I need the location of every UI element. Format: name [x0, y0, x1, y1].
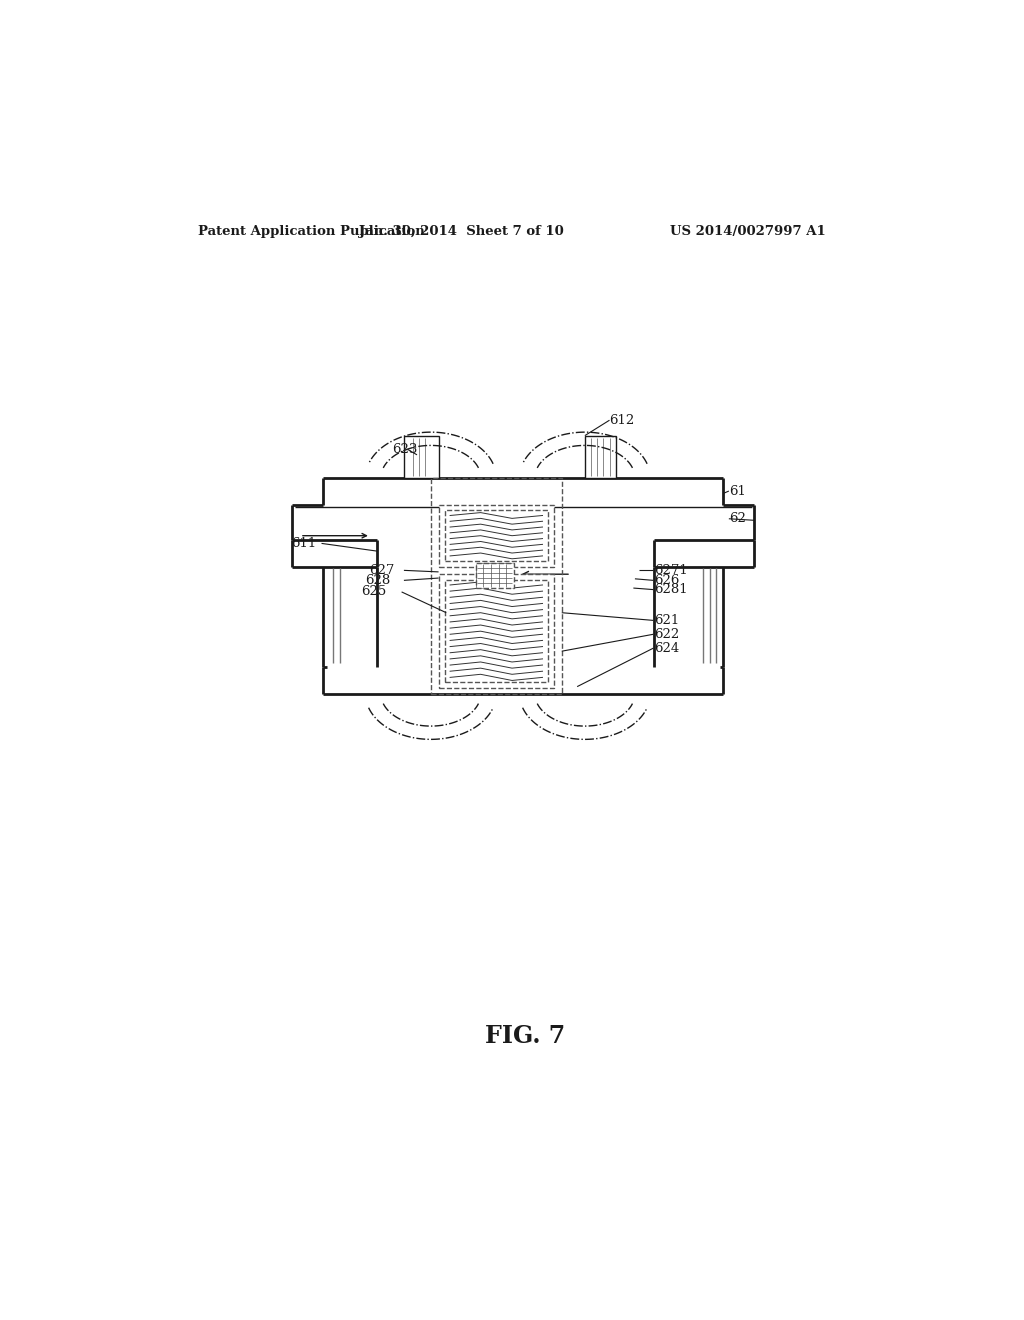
Text: 623: 623 [392, 444, 418, 455]
Text: 6281: 6281 [654, 583, 688, 597]
Text: 628: 628 [366, 574, 391, 587]
Text: FIG. 7: FIG. 7 [484, 1024, 565, 1048]
Bar [444, 511, 548, 561]
Text: 62: 62 [730, 512, 746, 525]
Text: 622: 622 [654, 628, 679, 640]
Text: 611: 611 [291, 537, 316, 550]
Bar [431, 478, 562, 693]
Text: Patent Application Publication: Patent Application Publication [199, 224, 425, 238]
Text: US 2014/0027997 A1: US 2014/0027997 A1 [670, 224, 825, 238]
Text: 612: 612 [609, 413, 635, 426]
Text: Jan. 30, 2014  Sheet 7 of 10: Jan. 30, 2014 Sheet 7 of 10 [359, 224, 564, 238]
Text: 626: 626 [654, 574, 680, 587]
Bar [438, 504, 554, 566]
Bar [403, 436, 438, 478]
Bar [438, 574, 554, 688]
Bar [585, 436, 615, 478]
Text: 6271: 6271 [654, 564, 688, 577]
Bar [444, 581, 548, 682]
Text: 61: 61 [730, 484, 746, 498]
Text: 625: 625 [361, 585, 387, 598]
Text: 627: 627 [370, 564, 394, 577]
Text: 624: 624 [654, 642, 679, 655]
Text: 621: 621 [654, 614, 679, 627]
Bar [475, 562, 514, 589]
